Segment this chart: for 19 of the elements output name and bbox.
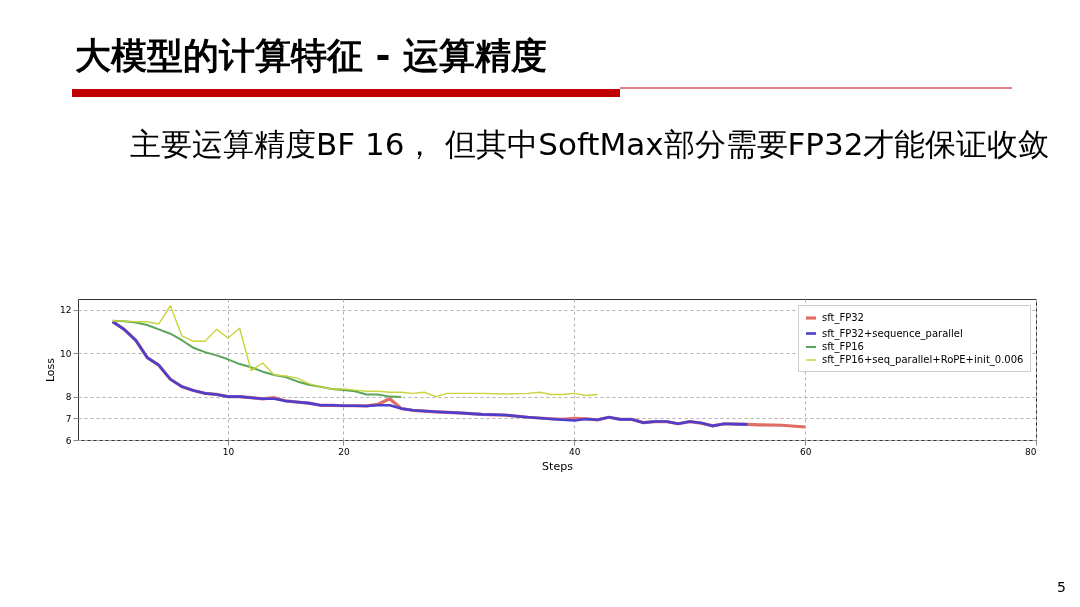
x-tick-label: 40: [569, 446, 581, 457]
legend-label: sft_FP32: [822, 312, 864, 324]
legend-label: sft_FP32+sequence_parallel: [822, 327, 963, 340]
x-tick-label: 10: [222, 446, 235, 457]
y-axis-title: Loss: [44, 357, 58, 383]
x-tick-label: 60: [799, 446, 812, 457]
y-tick-label: 8: [65, 392, 72, 403]
x-axis-title: Steps: [542, 459, 574, 473]
y-tick-label: 10: [60, 348, 72, 359]
legend-label: sft_FP16+seq_parallel+RoPE+init_0.006: [822, 354, 1024, 366]
x-tick-label: 20: [338, 446, 350, 457]
text: 5: [1057, 579, 1066, 595]
chart-title: 大模型的计算特征 - 运算精度: [75, 35, 548, 76]
chart-subtitle: 主要运算精度BF 16， 但其中SoftMax部分需要FP32才能保证收敛: [130, 126, 1050, 162]
y-tick-label: 6: [65, 435, 72, 446]
y-tick-label: 7: [65, 413, 72, 424]
x-tick-label: 80: [1025, 446, 1037, 457]
y-tick-label: 12: [60, 305, 72, 316]
legend-label: sft_FP16: [822, 341, 864, 353]
